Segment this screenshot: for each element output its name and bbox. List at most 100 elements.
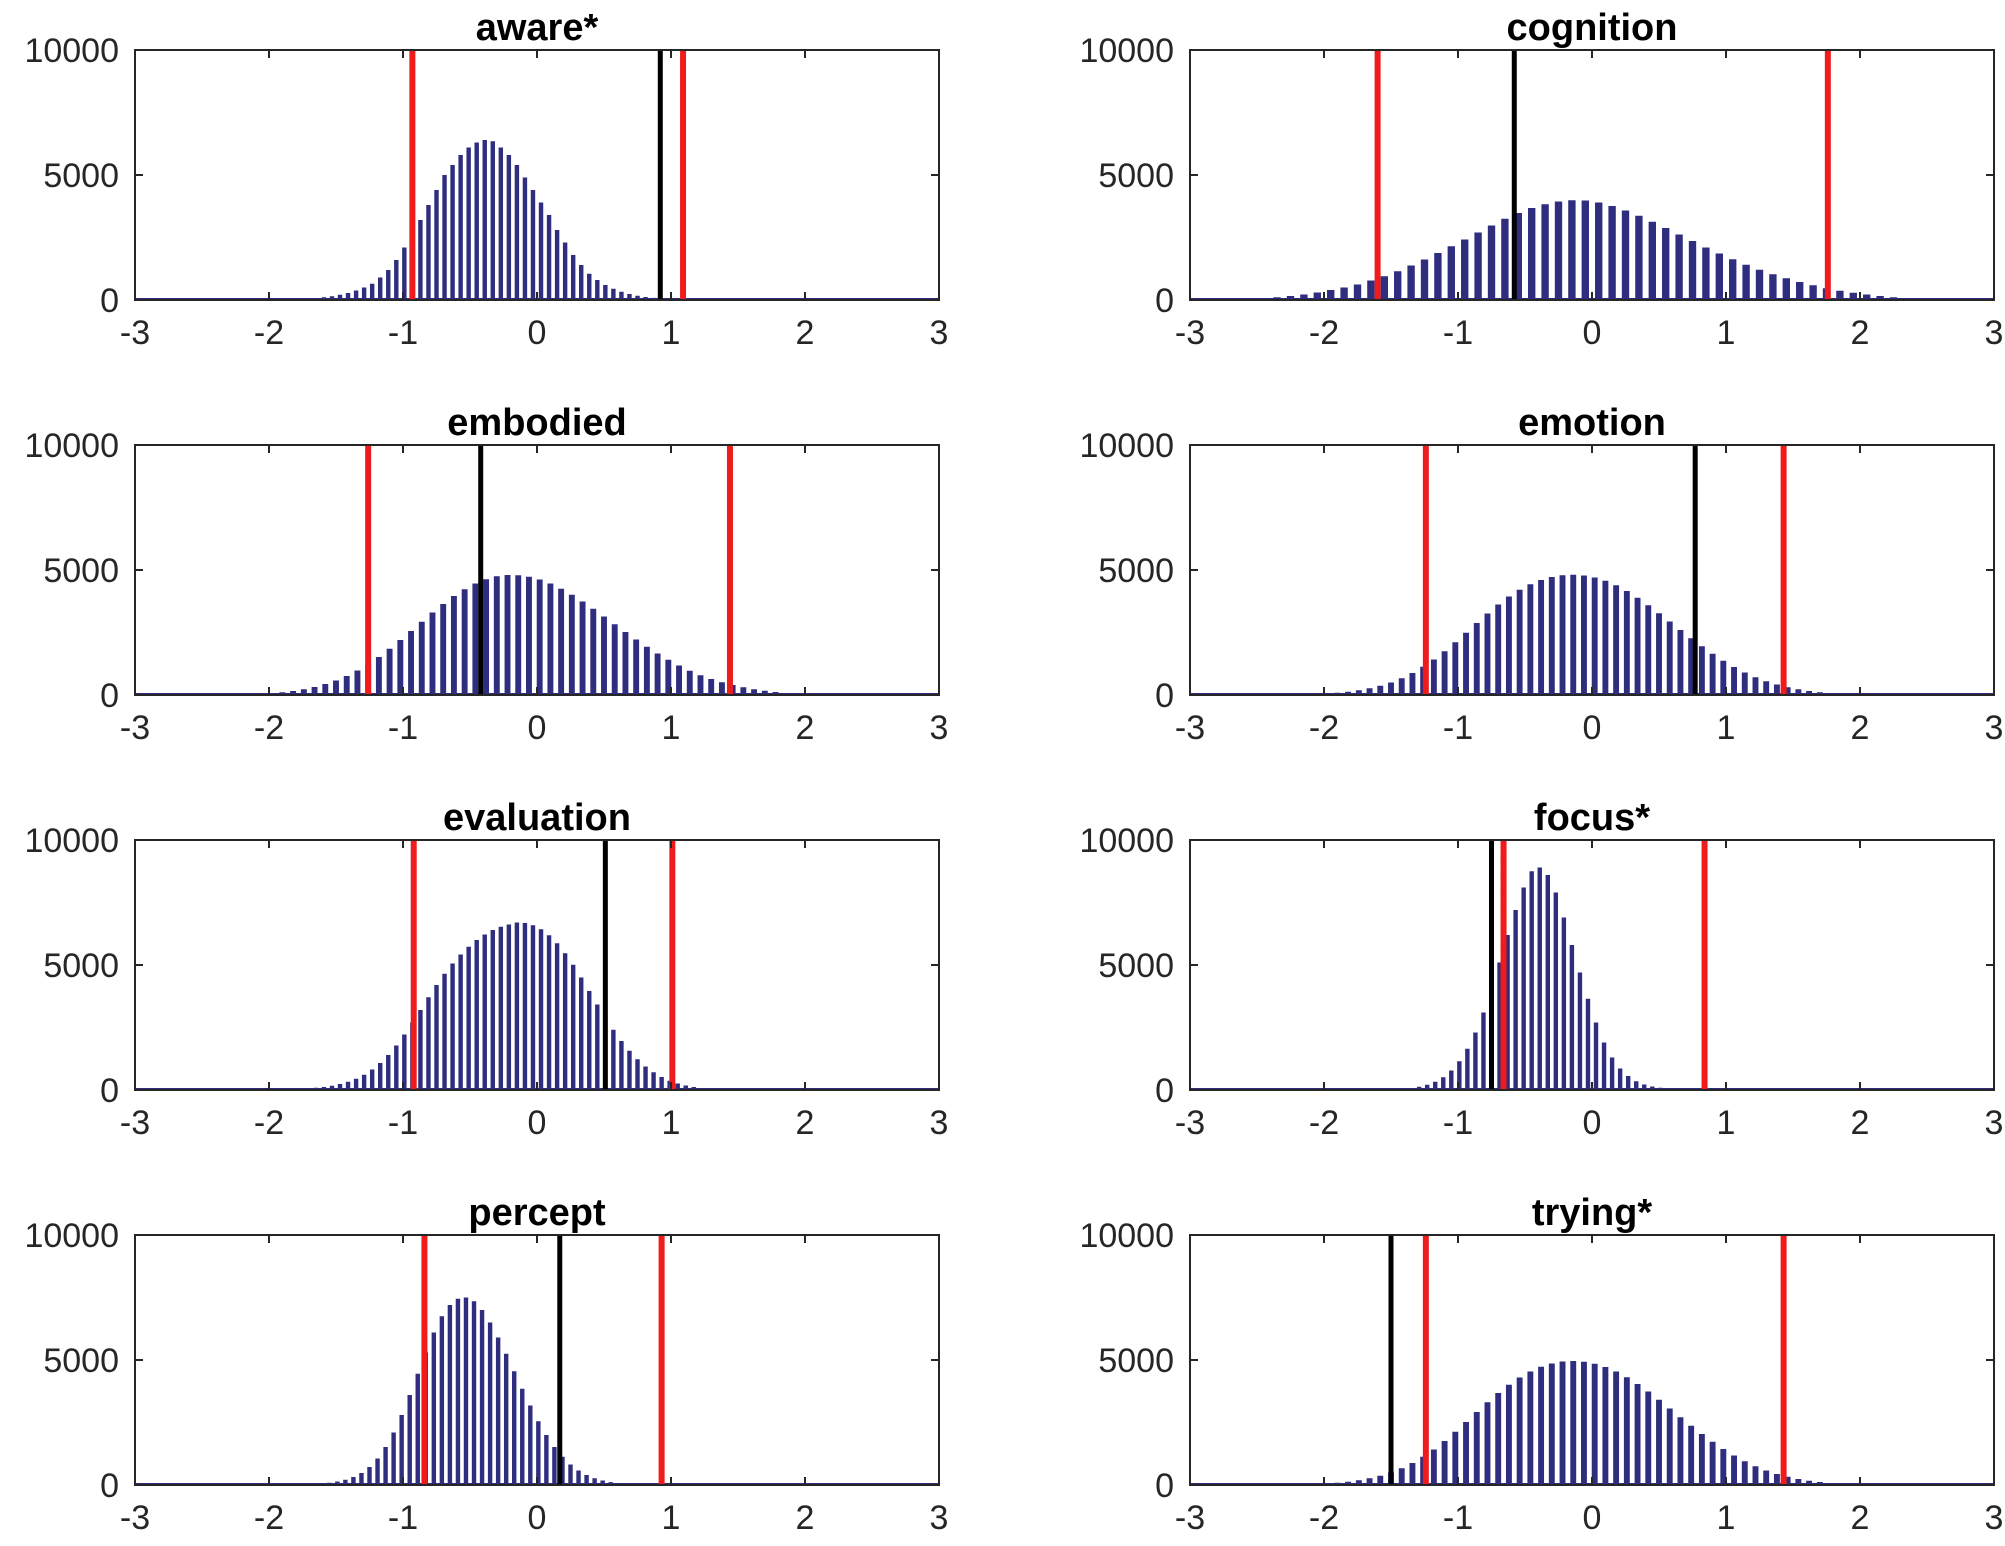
histogram-bar [397,640,404,695]
histogram-bar [418,1010,423,1090]
histogram-bar [367,1467,372,1485]
histogram-bar [584,1475,589,1485]
histogram-bar [1720,1449,1727,1485]
histogram-bar [654,653,661,695]
histogram-bar [1656,613,1662,695]
histogram-bar [1353,284,1362,300]
histogram-bar [1465,1048,1470,1090]
histogram-bar [544,1435,549,1485]
histogram-bar [1731,667,1737,695]
histogram-bar [1529,871,1534,1090]
histogram-bar [1366,688,1373,695]
x-tick-label: -2 [1309,1104,1339,1142]
histogram-bar [1709,1441,1716,1485]
y-tick-label: 0 [1155,1467,1174,1505]
histogram-bar [402,247,407,300]
histogram-bar [579,601,586,695]
histogram-bar [1461,239,1469,300]
histogram-bar [1537,867,1542,1090]
histogram-bar [399,1415,404,1485]
histogram-bar [1366,1478,1373,1485]
histogram-bar [1675,234,1683,300]
histogram-bar [1313,292,1321,300]
histogram-bar [512,1371,517,1485]
histogram-bar [378,277,383,300]
histogram-bar [1634,1081,1639,1090]
histogram-bar [466,147,471,300]
histogram-bar [369,283,375,300]
histogram-bar [434,985,439,1090]
histogram-bar [1645,605,1652,695]
histogram-bar [474,142,479,300]
x-tick-label: 3 [930,1104,949,1142]
histogram-bar [1484,1402,1491,1485]
histogram-bar [1568,200,1576,300]
histogram-bar [1380,276,1388,300]
histogram-bar [345,293,351,300]
histogram-bar [1409,673,1416,695]
histogram-bar [1505,1384,1512,1485]
histogram-bar [351,1477,356,1485]
axes-box [1189,49,1995,301]
histogram-bar [1617,1068,1623,1090]
x-tick-label: 2 [1851,709,1870,747]
histogram-bar [359,1473,364,1485]
histogram-bar [472,583,479,695]
x-tick-label: -1 [388,1499,418,1537]
histogram-bar [1642,1084,1647,1090]
histogram-bar [1398,1468,1405,1485]
histogram-bar [1495,1393,1502,1485]
histogram-bar [442,175,447,300]
histogram-bar [619,291,624,300]
histogram-bar [311,687,318,695]
histogram-bar [386,648,393,695]
histogram-bar [447,1305,453,1485]
x-tick-label: 0 [1583,709,1602,747]
x-tick-label: -1 [1443,709,1473,747]
histogram-bar [1635,215,1643,300]
histogram-bar [1795,1479,1802,1485]
histogram-bar [528,1405,533,1485]
histogram-bar [514,922,520,1090]
x-tick-label: -2 [1309,314,1339,352]
histogram-bar [498,926,504,1090]
histogram-bar [1581,1361,1587,1485]
y-tick-label: 5000 [1098,1342,1174,1380]
x-tick-label: -3 [120,314,150,352]
histogram-bar [1795,689,1802,695]
histogram-bar [482,934,487,1090]
histogram-bar [1677,630,1684,695]
histogram-bar [595,280,600,300]
histogram-bar [627,1050,632,1090]
histogram-bar [538,929,544,1090]
histogram-bar [761,690,768,695]
histogram-bar [515,575,522,695]
histogram-bar [1595,202,1603,300]
histogram-bar [603,285,608,300]
x-tick-label: -1 [1443,1499,1473,1537]
histogram-bar [579,977,584,1090]
histogram-bar [503,1353,509,1485]
x-tick-label: -3 [1175,314,1205,352]
histogram-bar [495,1337,501,1485]
histogram-bar [1473,623,1480,695]
histogram-bar [1585,998,1591,1090]
histogram-bar [536,579,543,695]
histogram-bar [751,689,758,695]
histogram-bar [1666,621,1673,695]
histogram-bar [697,675,704,695]
histogram-bar [554,943,560,1090]
histogram-bar [394,260,399,300]
histogram-bar [1561,917,1567,1090]
histogram-bar [1548,1363,1555,1485]
histogram-bar [1521,887,1526,1090]
histogram-bar [1601,1042,1607,1090]
histogram-bar [522,177,528,300]
histogram-bar [487,1322,493,1485]
histogram-bar [1742,264,1750,300]
x-tick-label: 1 [662,314,681,352]
x-tick-label: 0 [1583,1104,1602,1142]
histogram-bar [600,1480,605,1485]
axes-box [1189,839,1995,1091]
histogram-bar [1340,287,1348,300]
